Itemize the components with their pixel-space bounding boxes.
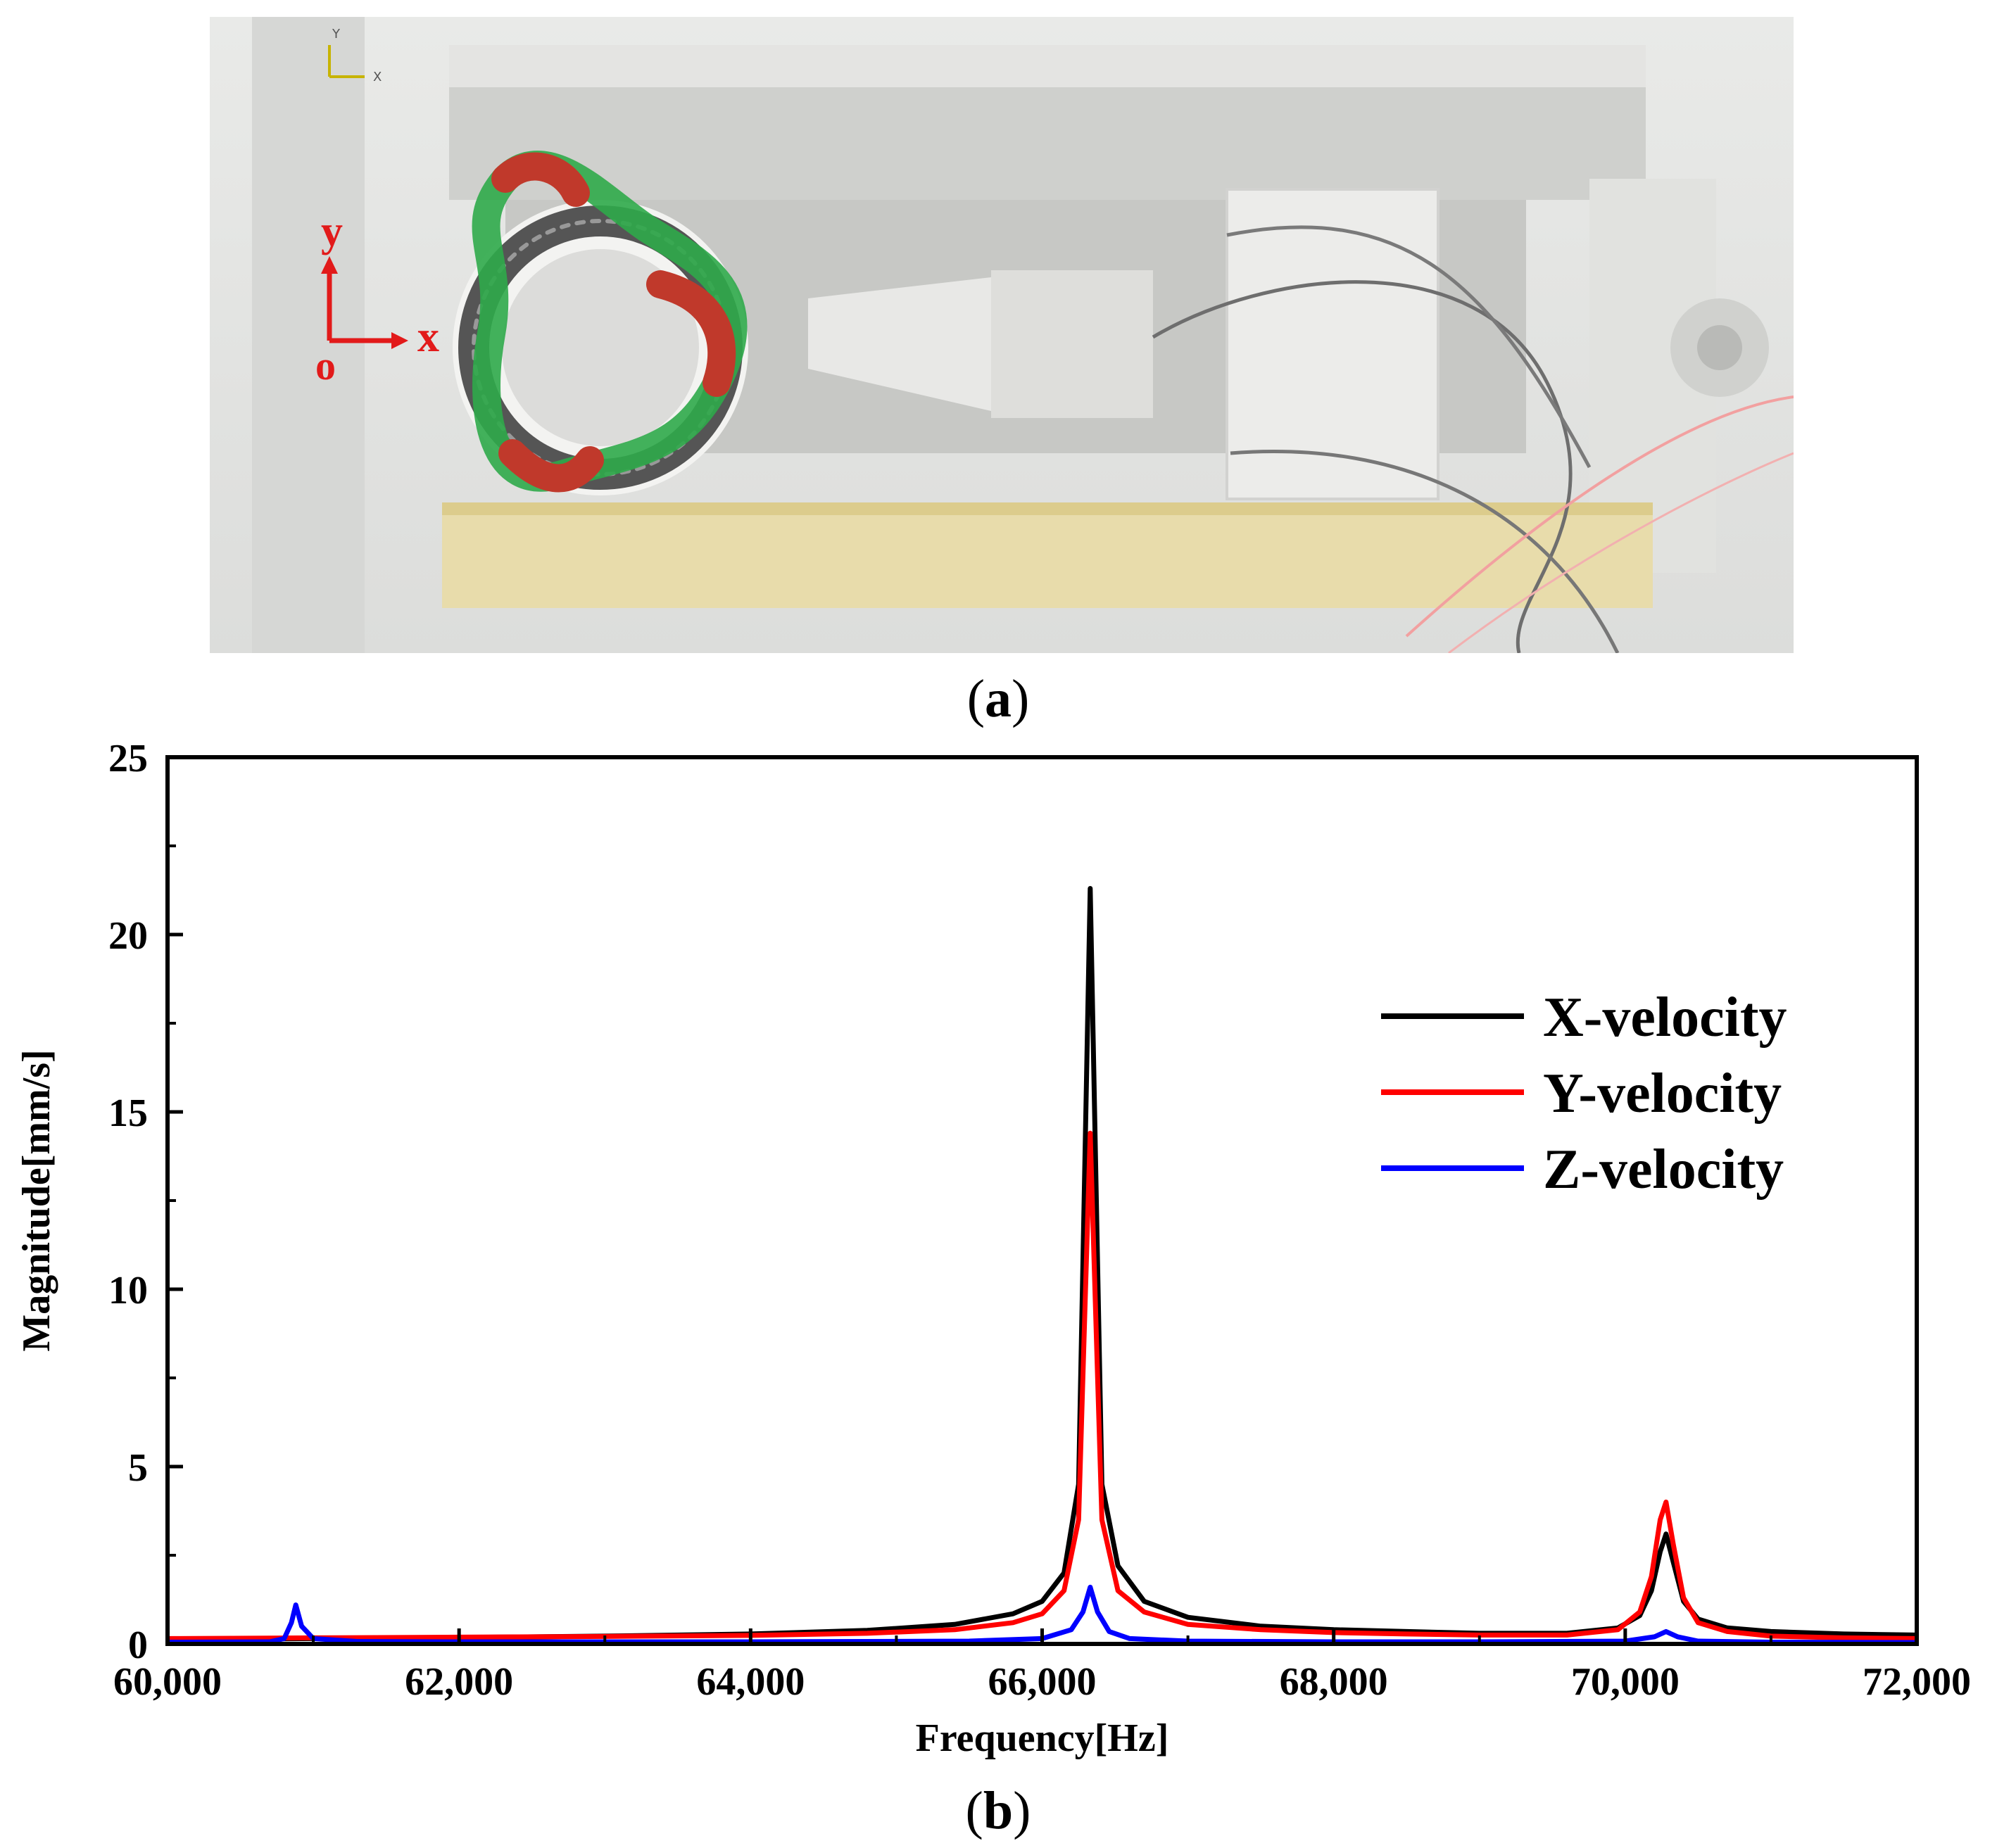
view-triad-icon: Y X [328, 27, 382, 84]
axis-label-x: x [417, 313, 439, 361]
coordinate-axes: y x o [315, 208, 439, 388]
axis-label-y: y [321, 208, 343, 255]
axis-label-origin: o [315, 343, 336, 388]
triad-label-x: X [373, 70, 382, 84]
mode-shape-overlay [458, 151, 748, 493]
x-tick-label: 68,000 [1280, 1660, 1388, 1704]
y-tick-label: 10 [108, 1269, 148, 1312]
caption-a: (a) [966, 669, 1030, 728]
frequency-response-chart: 60,000 62,000 64,000 66,000 68,000 70,000 72,0… [15, 737, 1971, 1760]
y-tick-label: 25 [108, 737, 148, 780]
caption-b: (b) [965, 1781, 1031, 1840]
y-tick-label: 20 [108, 914, 148, 958]
x-tick-label: 70,000 [1571, 1660, 1680, 1704]
y-tick-label: 5 [128, 1446, 148, 1490]
legend: X-velocity Y-velocity Z-velocity [1381, 987, 1787, 1201]
y-tick-label: 15 [108, 1091, 148, 1135]
x-tick-label: 60,000 [113, 1660, 222, 1704]
triad-label-y: Y [332, 27, 341, 42]
plot-frame [165, 755, 1919, 1646]
y-axis-title: Magnitude[mm/s] [15, 1049, 58, 1351]
experiment-photo: y x o Y X [210, 17, 1794, 653]
y-tick-label: 0 [128, 1624, 148, 1667]
series-line-y-velocity [168, 1130, 1917, 1641]
legend-label: Z-velocity [1543, 1139, 1784, 1201]
legend-label: X-velocity [1543, 987, 1787, 1049]
x-tick-label: 66,000 [988, 1660, 1097, 1704]
x-tick-label: 62,000 [405, 1660, 513, 1704]
x-tick-label: 64,000 [696, 1660, 805, 1704]
series-line-z-velocity [168, 1584, 1917, 1644]
x-tick-label: 72,000 [1863, 1660, 1971, 1704]
x-axis-title: Frequency[Hz] [916, 1716, 1169, 1760]
series-group [168, 886, 1917, 1644]
legend-label: Y-velocity [1543, 1063, 1782, 1125]
